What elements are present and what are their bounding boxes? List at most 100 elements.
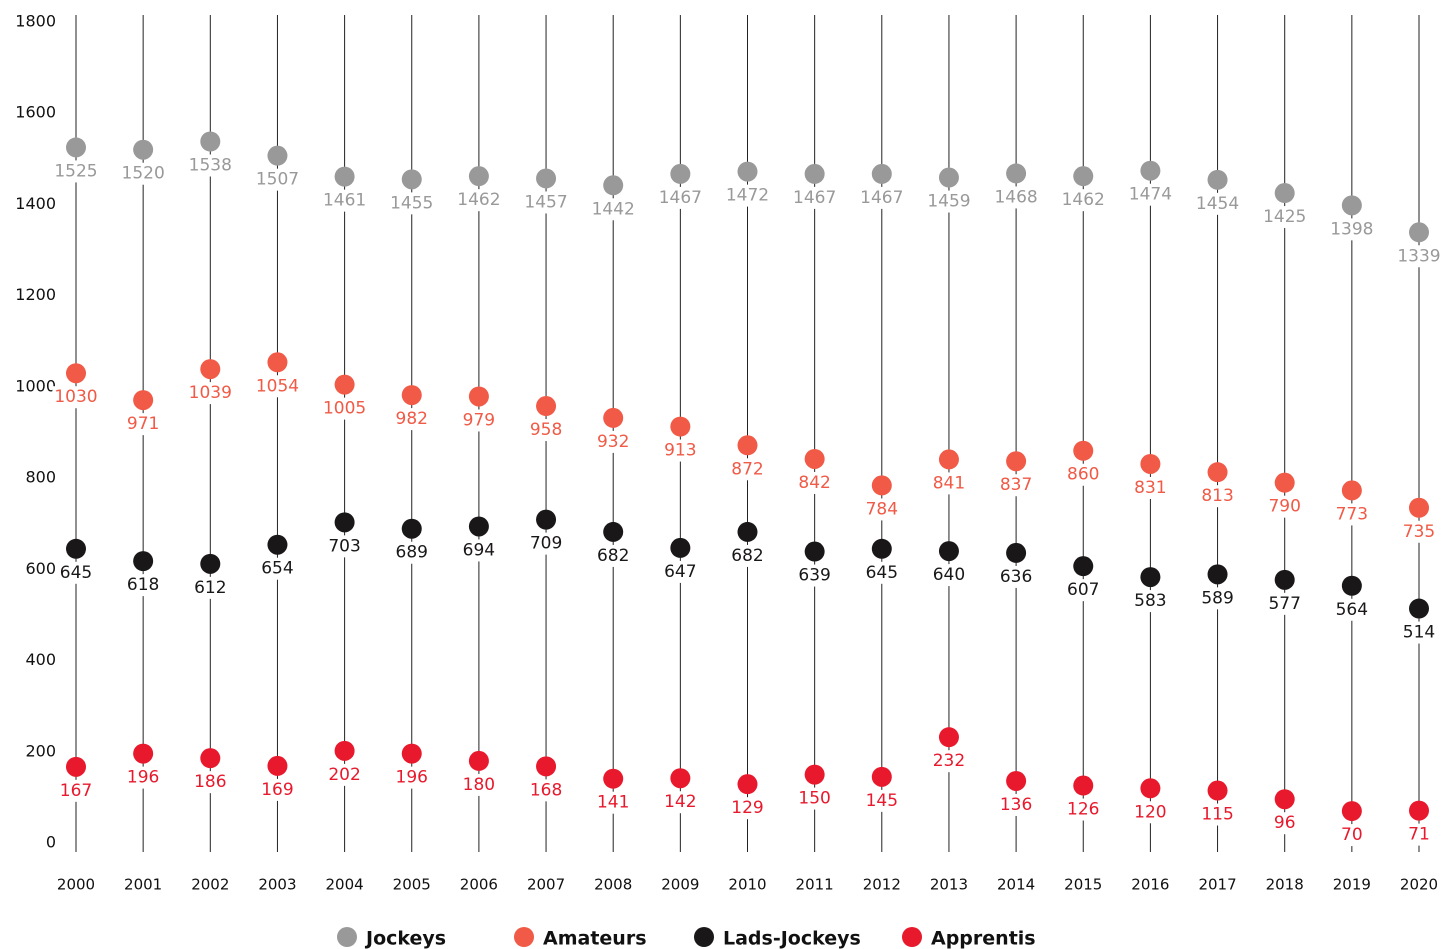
label-bg bbox=[656, 186, 704, 209]
label-bg bbox=[1132, 476, 1169, 499]
dot bbox=[200, 359, 221, 380]
label-bg bbox=[527, 779, 565, 802]
label-bg bbox=[455, 189, 503, 212]
label-bg bbox=[326, 763, 363, 786]
dot bbox=[66, 756, 86, 777]
dot bbox=[200, 553, 221, 574]
label-bg bbox=[393, 766, 430, 789]
dot bbox=[670, 768, 691, 789]
value-label: 1425 bbox=[1263, 207, 1306, 227]
dot bbox=[536, 168, 557, 189]
dot bbox=[1274, 789, 1295, 810]
dot bbox=[871, 766, 892, 787]
label-bg bbox=[662, 560, 699, 583]
label-bg bbox=[863, 498, 901, 521]
x-tick-label: 2008 bbox=[594, 876, 632, 894]
dot bbox=[200, 131, 221, 152]
dot bbox=[1274, 183, 1295, 204]
x-tick-label: 2019 bbox=[1333, 876, 1371, 894]
x-tick-label: 2017 bbox=[1198, 876, 1236, 894]
dot bbox=[1073, 556, 1094, 577]
legend-marker bbox=[902, 927, 922, 947]
dot bbox=[804, 541, 825, 562]
legend-marker bbox=[514, 927, 534, 947]
dot bbox=[334, 374, 355, 395]
dot bbox=[938, 541, 959, 562]
x-tick-label: 2009 bbox=[661, 876, 699, 894]
dot bbox=[66, 538, 86, 559]
dot bbox=[1073, 775, 1094, 796]
value-label: 115 bbox=[1201, 805, 1233, 825]
value-label: 589 bbox=[1201, 588, 1233, 608]
value-label: 982 bbox=[396, 409, 428, 429]
label-bg bbox=[253, 168, 302, 191]
value-label: 1398 bbox=[1330, 219, 1373, 239]
dot bbox=[536, 509, 557, 530]
label-bg bbox=[253, 375, 302, 398]
label-bg bbox=[393, 408, 430, 431]
label-bg bbox=[992, 186, 1040, 209]
label-bg bbox=[662, 439, 699, 462]
label-bg bbox=[1333, 503, 1371, 526]
label-bg bbox=[1261, 206, 1309, 229]
value-label: 1538 bbox=[189, 156, 232, 176]
value-label: 150 bbox=[798, 789, 830, 809]
dot bbox=[1140, 567, 1161, 588]
dot bbox=[1207, 780, 1228, 801]
value-label: 607 bbox=[1067, 580, 1099, 600]
dot bbox=[871, 538, 892, 559]
x-tick-label: 2004 bbox=[326, 876, 364, 894]
dot bbox=[66, 137, 86, 158]
value-label: 971 bbox=[127, 414, 159, 434]
value-label: 169 bbox=[261, 780, 293, 800]
dot bbox=[1140, 160, 1161, 181]
dot bbox=[133, 390, 154, 411]
label-bg bbox=[729, 544, 766, 567]
dot bbox=[1341, 480, 1362, 501]
label-bg bbox=[124, 413, 162, 436]
value-label: 1525 bbox=[54, 161, 97, 181]
legend-label: Apprentis bbox=[931, 928, 1036, 949]
value-label: 932 bbox=[597, 432, 629, 452]
label-bg bbox=[858, 186, 906, 209]
value-label: 1462 bbox=[457, 190, 500, 210]
value-label: 1467 bbox=[793, 188, 836, 208]
label-bg bbox=[863, 789, 901, 812]
label-bg bbox=[589, 198, 637, 221]
value-label: 1459 bbox=[927, 192, 970, 212]
label-bg bbox=[320, 189, 369, 212]
x-tick-label: 2013 bbox=[930, 876, 968, 894]
label-bg bbox=[326, 535, 363, 558]
value-label: 636 bbox=[1000, 567, 1032, 587]
label-bg bbox=[527, 532, 565, 555]
value-label: 1454 bbox=[1196, 194, 1239, 214]
label-bg bbox=[930, 564, 968, 587]
value-label: 735 bbox=[1403, 522, 1435, 542]
label-bg bbox=[1266, 495, 1303, 518]
label-bg bbox=[997, 565, 1035, 588]
value-label: 1462 bbox=[1062, 190, 1105, 210]
label-bg bbox=[1406, 823, 1432, 846]
value-label: 682 bbox=[597, 546, 629, 566]
value-label: 577 bbox=[1268, 594, 1300, 614]
dot bbox=[468, 166, 489, 187]
dot bbox=[468, 750, 489, 771]
y-tick-label: 1600 bbox=[15, 103, 56, 122]
dot bbox=[133, 551, 154, 572]
dot bbox=[334, 512, 355, 533]
label-bg bbox=[1199, 803, 1236, 826]
dot bbox=[938, 167, 959, 188]
dot bbox=[1073, 166, 1094, 187]
label-bg bbox=[259, 557, 296, 580]
x-tick-label: 2015 bbox=[1064, 876, 1102, 894]
dot bbox=[267, 534, 288, 555]
dot bbox=[401, 743, 422, 764]
value-label: 813 bbox=[1201, 486, 1233, 506]
value-label: 1467 bbox=[860, 188, 903, 208]
value-label: 202 bbox=[328, 765, 360, 785]
value-label: 612 bbox=[194, 578, 226, 598]
label-bg bbox=[997, 793, 1035, 816]
value-label: 639 bbox=[798, 566, 830, 586]
dot bbox=[938, 727, 959, 748]
value-label: 583 bbox=[1134, 591, 1166, 611]
